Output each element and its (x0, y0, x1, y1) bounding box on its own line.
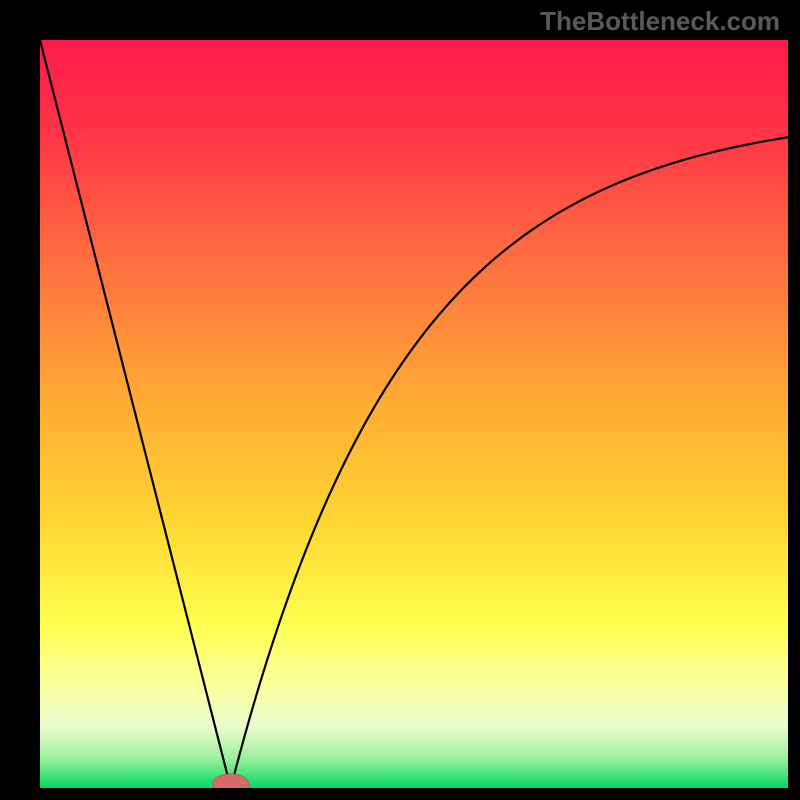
watermark-text: TheBottleneck.com (540, 6, 780, 37)
chart-svg (40, 40, 788, 788)
bottleneck-chart (40, 40, 788, 788)
gradient-background (40, 40, 788, 788)
